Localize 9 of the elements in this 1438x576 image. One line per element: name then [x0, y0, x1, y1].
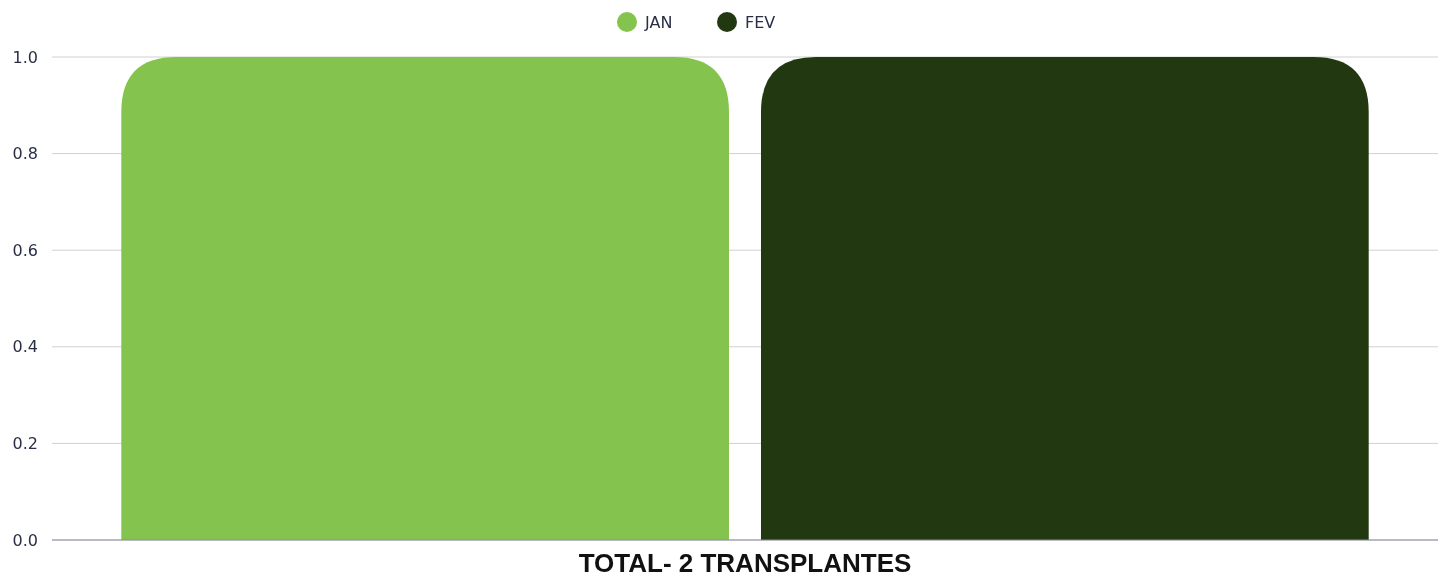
x-tick-label: TOTAL- 2 TRANSPLANTES [578, 548, 912, 576]
legend-label: JAN [644, 12, 673, 32]
y-tick-label: 1.0 [12, 47, 38, 67]
y-tick-label: 0.6 [12, 240, 38, 260]
y-tick-label: 0.0 [12, 530, 38, 550]
y-tick-label: 0.8 [12, 144, 38, 164]
legend-label: FEV [745, 12, 776, 32]
y-tick-label: 0.2 [12, 434, 38, 453]
y-tick-label: 0.4 [12, 337, 38, 357]
